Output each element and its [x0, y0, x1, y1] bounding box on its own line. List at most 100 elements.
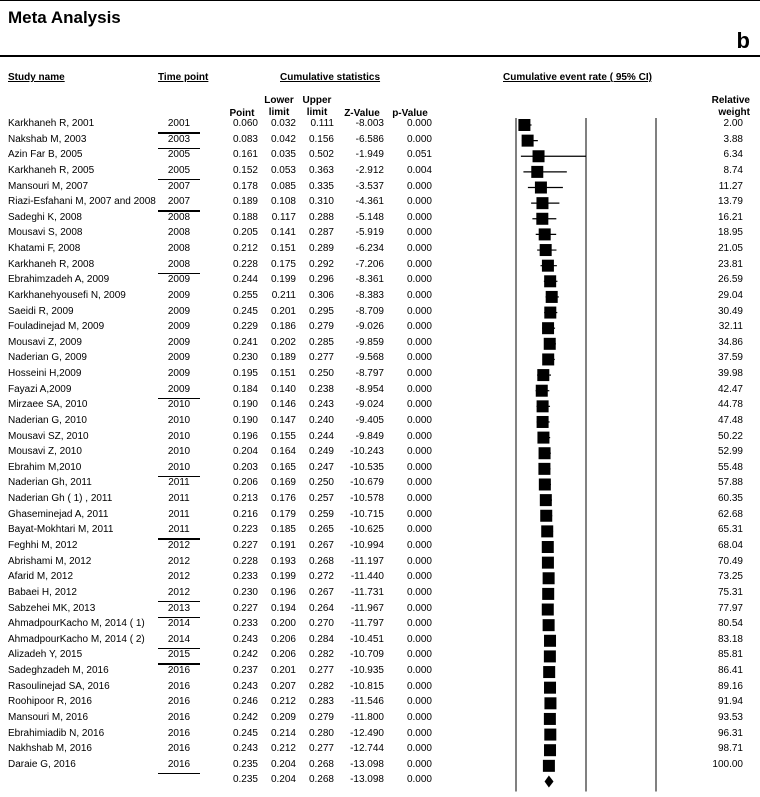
- z-value: -9.026: [355, 321, 384, 333]
- p-value: 0.004: [406, 164, 432, 176]
- study-name: Mansouri M, 2007: [8, 180, 89, 192]
- relative-weight: 11.27: [718, 180, 743, 192]
- relative-weight: 50.22: [717, 430, 743, 442]
- z-value: -8.003: [355, 118, 384, 129]
- study-name: Mousavi Z, 2010: [8, 446, 82, 458]
- study-name: Sadeghi K, 2008: [8, 211, 82, 223]
- study-name: AhmadpourKacho M, 2014 ( 1): [8, 618, 145, 630]
- lower-limit: 0.201: [270, 665, 296, 677]
- z-value: -10.625: [350, 524, 384, 536]
- time-point: 2012: [167, 571, 191, 583]
- point-square: [544, 697, 557, 710]
- point-estimate: 0.184: [232, 383, 258, 395]
- study-name: Riazi-Esfahani M, 2007 and 2008: [8, 196, 156, 208]
- upper-limit: 0.247: [308, 461, 334, 473]
- upper-limit: 0.265: [308, 524, 334, 536]
- point-estimate: 0.228: [232, 555, 258, 567]
- point-square: [544, 744, 557, 757]
- point-square: [544, 275, 557, 288]
- time-point-underline: [158, 475, 200, 478]
- time-point: 2016: [167, 711, 191, 723]
- study-name: Ebrahim M,2010: [8, 461, 82, 473]
- table-row: Fayazi A,2009 2009 0.184 0.140 0.238 -8.954 0.…: [0, 383, 760, 400]
- table-row: Ebrahim M,2010 2010 0.203 0.165 0.247 -10.535…: [0, 461, 760, 478]
- lower-limit: 0.151: [270, 368, 296, 380]
- lower-limit: 0.179: [270, 508, 296, 520]
- z-value: -9.859: [355, 336, 384, 348]
- top-border: [0, 0, 760, 1]
- lower-limit: 0.191: [270, 540, 296, 551]
- header-z-value: Z-Value: [344, 108, 380, 119]
- study-name: Ebrahimiadib N, 2016: [8, 727, 105, 739]
- point-estimate: 0.205: [232, 227, 258, 239]
- upper-limit: 0.292: [308, 258, 334, 270]
- header-upper-line1: Upper: [302, 95, 332, 106]
- p-value: 0.000: [406, 743, 432, 755]
- point-estimate: 0.242: [232, 711, 258, 723]
- p-value: 0.000: [406, 399, 432, 411]
- point-estimate: 0.203: [232, 461, 258, 473]
- header-point: Point: [229, 108, 255, 119]
- lower-limit: 0.206: [270, 649, 296, 661]
- table-row: Rasoulinejad SA, 2016 2016 0.243 0.207 0.282…: [0, 681, 760, 696]
- relative-weight: 93.53: [717, 711, 743, 723]
- z-value: -9.024: [355, 399, 384, 411]
- point-square: [542, 572, 555, 585]
- z-value: -10.535: [350, 461, 384, 473]
- relative-weight: 77.97: [717, 602, 743, 614]
- point-square: [536, 197, 549, 210]
- point-estimate: 0.189: [232, 196, 258, 208]
- z-value: -6.586: [355, 133, 384, 145]
- relative-weight: 65.31: [717, 524, 743, 536]
- p-value: 0.000: [406, 258, 432, 270]
- upper-limit: 0.289: [308, 243, 334, 255]
- lower-limit: 0.193: [270, 555, 296, 567]
- upper-limit: 0.285: [308, 336, 334, 348]
- upper-limit: 0.283: [308, 696, 334, 708]
- lower-limit: 0.186: [270, 321, 296, 333]
- header-upper-line2: limit: [306, 107, 328, 118]
- upper-limit: 0.238: [308, 383, 334, 395]
- table-row: Bayat-Mokhtari M, 2011 2011 0.223 0.185 0.26…: [0, 524, 760, 540]
- study-name: Khatami F, 2008: [8, 243, 81, 255]
- relative-weight: 100.00: [712, 758, 743, 770]
- time-point: 2003: [167, 133, 191, 145]
- point-estimate: 0.152: [232, 164, 258, 176]
- study-name: Nakshab M, 2003: [8, 133, 87, 145]
- header-weight-line2: weight: [718, 107, 750, 118]
- point-square: [535, 384, 548, 397]
- point-square: [541, 259, 554, 272]
- lower-limit: 0.209: [270, 711, 296, 723]
- upper-limit: 0.267: [308, 540, 334, 551]
- p-value: 0.000: [406, 477, 432, 489]
- header-rule: [0, 55, 760, 57]
- point-estimate: 0.083: [232, 133, 258, 145]
- time-point-underline: [158, 178, 200, 181]
- p-value: 0.000: [406, 336, 432, 348]
- relative-weight: 16.21: [717, 211, 743, 223]
- z-value: -10.451: [350, 633, 384, 645]
- p-value: 0.000: [406, 368, 432, 380]
- point-square: [542, 322, 555, 335]
- relative-weight: 42.47: [717, 383, 743, 395]
- z-value: -4.361: [355, 196, 384, 208]
- table-row: Roohipoor R, 2016 2016 0.246 0.212 0.283 -11.…: [0, 696, 760, 711]
- point-estimate: 0.196: [232, 430, 258, 442]
- z-value: -8.383: [355, 289, 384, 301]
- lower-limit: 0.212: [270, 696, 296, 708]
- time-point: 2009: [167, 383, 191, 395]
- time-point-underline: [158, 147, 200, 150]
- z-value: -9.849: [355, 430, 384, 442]
- p-value: 0.000: [406, 665, 432, 677]
- z-value: -1.949: [355, 149, 384, 161]
- study-name: Fouladinejad M, 2009: [8, 321, 105, 333]
- p-value: 0.000: [406, 211, 432, 223]
- p-value: 0.000: [406, 711, 432, 723]
- z-value: -11.731: [350, 586, 384, 598]
- z-value: -11.440: [350, 571, 384, 583]
- summary-p: 0.000: [406, 774, 432, 786]
- time-point-underline: [158, 772, 200, 775]
- relative-weight: 83.18: [717, 633, 743, 645]
- study-name: Bayat-Mokhtari M, 2011: [8, 524, 114, 536]
- point-square: [543, 712, 556, 725]
